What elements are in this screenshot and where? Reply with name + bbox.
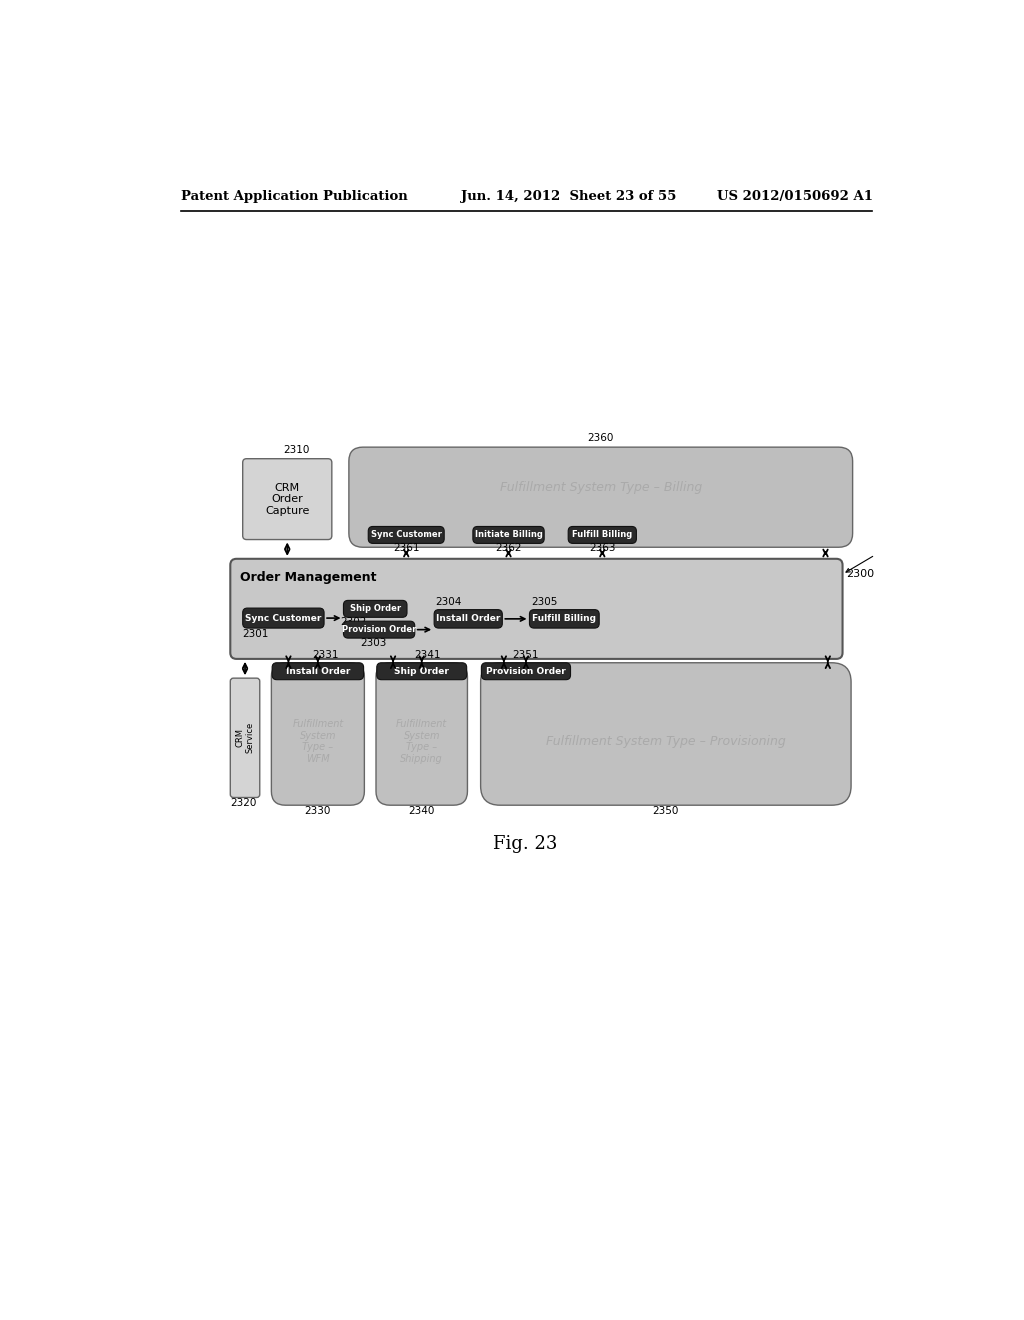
- Text: Sync Customer: Sync Customer: [245, 614, 322, 623]
- Text: Install Order: Install Order: [436, 614, 501, 623]
- Text: CRM
Service: CRM Service: [236, 722, 255, 754]
- Text: 2360: 2360: [588, 433, 614, 444]
- Text: 2341: 2341: [415, 651, 441, 660]
- Text: Fulfillment
System
Type –
WFM: Fulfillment System Type – WFM: [292, 719, 343, 764]
- Text: 2320: 2320: [230, 799, 257, 808]
- Text: Install Order: Install Order: [286, 667, 350, 676]
- Text: Patent Application Publication: Patent Application Publication: [180, 190, 408, 203]
- FancyBboxPatch shape: [369, 527, 444, 544]
- Text: Fulfillment System Type – Billing: Fulfillment System Type – Billing: [500, 482, 701, 495]
- Text: 2304: 2304: [435, 598, 462, 607]
- Text: CRM
Order
Capture: CRM Order Capture: [265, 483, 309, 516]
- Text: Initiate Billing: Initiate Billing: [474, 531, 543, 540]
- Text: 2303: 2303: [360, 638, 387, 648]
- Text: 2361: 2361: [393, 544, 420, 553]
- Text: Provision Order: Provision Order: [342, 626, 417, 634]
- Text: 2330: 2330: [305, 807, 331, 816]
- Text: Fulfillment
System
Type –
Shipping: Fulfillment System Type – Shipping: [396, 719, 447, 764]
- FancyBboxPatch shape: [377, 663, 467, 680]
- Text: US 2012/0150692 A1: US 2012/0150692 A1: [717, 190, 873, 203]
- Text: Fulfill Billing: Fulfill Billing: [532, 614, 596, 623]
- Text: Fulfill Billing: Fulfill Billing: [572, 531, 633, 540]
- Text: 2350: 2350: [652, 807, 679, 816]
- FancyBboxPatch shape: [529, 610, 599, 628]
- FancyBboxPatch shape: [473, 527, 544, 544]
- FancyBboxPatch shape: [480, 663, 851, 805]
- Text: Sync Customer: Sync Customer: [371, 531, 441, 540]
- FancyBboxPatch shape: [349, 447, 853, 548]
- Text: 2300: 2300: [847, 569, 874, 579]
- Text: 2305: 2305: [531, 598, 557, 607]
- Text: 2331: 2331: [312, 651, 339, 660]
- FancyBboxPatch shape: [434, 610, 503, 628]
- Text: 2351: 2351: [513, 651, 540, 660]
- Text: Ship Order: Ship Order: [394, 667, 450, 676]
- FancyBboxPatch shape: [343, 601, 407, 618]
- Text: 2340: 2340: [409, 807, 435, 816]
- FancyBboxPatch shape: [481, 663, 570, 680]
- Text: Ship Order: Ship Order: [349, 605, 400, 614]
- FancyBboxPatch shape: [230, 678, 260, 797]
- FancyBboxPatch shape: [343, 622, 415, 638]
- FancyBboxPatch shape: [243, 459, 332, 540]
- FancyBboxPatch shape: [568, 527, 636, 544]
- FancyBboxPatch shape: [271, 663, 365, 805]
- Text: 2363: 2363: [589, 544, 615, 553]
- FancyBboxPatch shape: [230, 558, 843, 659]
- Text: 2310: 2310: [283, 445, 309, 455]
- Text: 2302: 2302: [340, 618, 367, 627]
- FancyBboxPatch shape: [376, 663, 467, 805]
- FancyBboxPatch shape: [243, 609, 324, 628]
- Text: Provision Order: Provision Order: [486, 667, 566, 676]
- Text: 2362: 2362: [496, 544, 522, 553]
- FancyBboxPatch shape: [272, 663, 364, 680]
- Text: 2301: 2301: [243, 628, 269, 639]
- Text: Fulfillment System Type – Provisioning: Fulfillment System Type – Provisioning: [546, 735, 785, 748]
- Text: Jun. 14, 2012  Sheet 23 of 55: Jun. 14, 2012 Sheet 23 of 55: [461, 190, 677, 203]
- Text: Order Management: Order Management: [240, 572, 376, 585]
- Text: Fig. 23: Fig. 23: [493, 834, 557, 853]
